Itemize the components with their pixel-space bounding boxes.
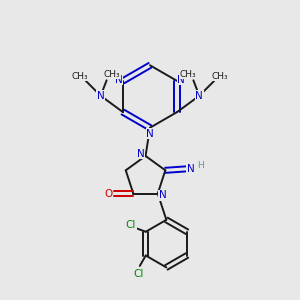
Text: O: O xyxy=(104,189,113,199)
Text: N: N xyxy=(97,91,105,101)
Text: N: N xyxy=(146,129,154,139)
Text: Cl: Cl xyxy=(126,220,136,230)
Text: N: N xyxy=(159,190,167,200)
Text: N: N xyxy=(137,148,145,159)
Text: N: N xyxy=(115,75,123,85)
Text: N: N xyxy=(187,164,195,174)
Text: CH₃: CH₃ xyxy=(212,72,228,81)
Text: N: N xyxy=(146,129,154,139)
Text: N: N xyxy=(177,75,185,85)
Text: CH₃: CH₃ xyxy=(104,70,120,79)
Text: Cl: Cl xyxy=(134,269,144,279)
Text: CH₃: CH₃ xyxy=(180,70,196,79)
Text: CH₃: CH₃ xyxy=(72,72,88,81)
Text: H: H xyxy=(198,161,204,170)
Text: N: N xyxy=(195,91,203,101)
